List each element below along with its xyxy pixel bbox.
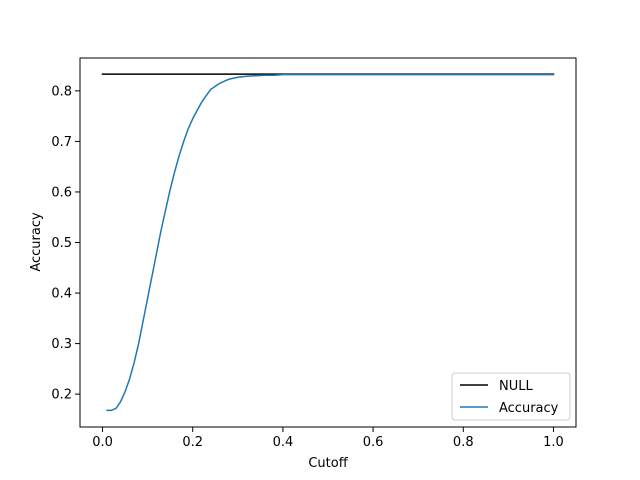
y-tick-label: 0.7 [51,135,72,150]
y-tick-label: 0.8 [51,84,72,99]
y-axis-label: Accuracy [29,212,44,272]
x-tick-label: 0.0 [92,435,113,450]
legend-label-null: NULL [499,379,533,394]
y-axis: 0.2 0.3 0.4 0.5 0.6 0.7 0.8 [51,84,80,403]
x-tick-label: 1.0 [543,435,564,450]
x-tick-label: 0.8 [453,435,474,450]
plot-lines [101,73,555,412]
legend: NULL Accuracy [451,372,571,421]
x-axis-label: Cutoff [308,456,348,471]
y-tick-label: 0.4 [51,287,72,302]
x-tick-label: 0.2 [182,435,203,450]
series-line-accuracy [106,73,555,412]
y-tick-label: 0.5 [51,236,72,251]
y-tick-label: 0.3 [51,337,72,352]
x-tick-label: 0.6 [363,435,384,450]
y-tick-label: 0.6 [51,185,72,200]
x-tick-label: 0.4 [273,435,294,450]
y-tick-label: 0.2 [51,388,72,403]
legend-label-accuracy: Accuracy [499,401,559,416]
x-axis: 0.0 0.2 0.4 0.6 0.8 1.0 [92,427,564,450]
